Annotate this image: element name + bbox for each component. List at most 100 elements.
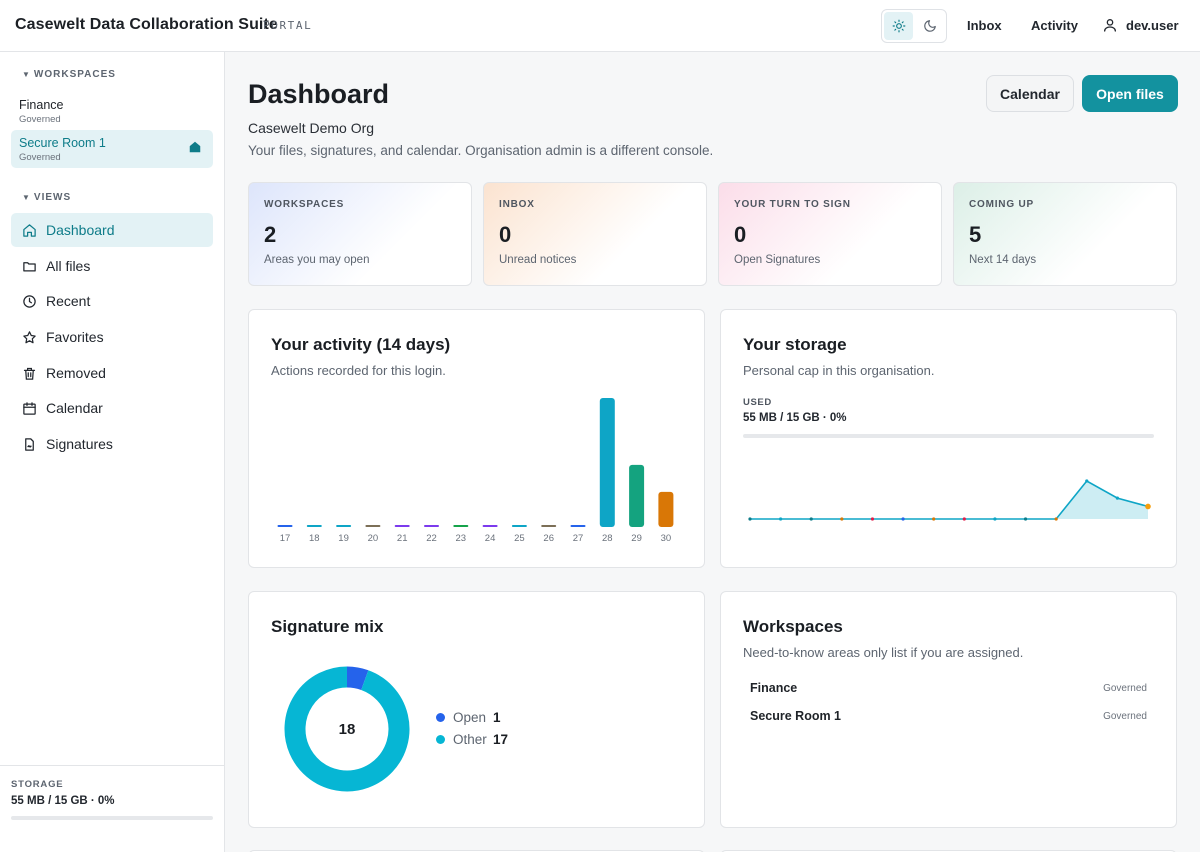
activity-bar <box>424 525 439 527</box>
sidebar-item-recent[interactable]: Recent <box>11 284 213 318</box>
sidebar-item-all-files[interactable]: All files <box>11 249 213 283</box>
activity-bar <box>306 525 322 527</box>
home-filled-icon <box>189 141 201 153</box>
sidebar-item-label: All files <box>46 258 91 274</box>
storage-title: Your storage <box>743 335 847 354</box>
stat-label: COMING UP <box>969 199 1034 210</box>
activity-tick-label: 19 <box>338 533 349 544</box>
workspaces-heading[interactable]: ▼ WORKSPACES <box>22 69 116 80</box>
activity-bar <box>365 525 381 527</box>
activity-tick-label: 26 <box>543 533 554 544</box>
stat-value: 0 <box>734 222 747 247</box>
clock-icon <box>23 294 36 308</box>
legend-dot <box>436 713 445 722</box>
storage-point <box>1023 517 1028 521</box>
document-icon <box>25 437 34 451</box>
page-description: Your files, signatures, and calendar. Or… <box>248 143 714 158</box>
storage-point <box>779 517 783 521</box>
stat-card-workspaces[interactable]: WORKSPACES 2 Areas you may open <box>248 182 472 286</box>
legend-value: 17 <box>493 732 509 747</box>
calendar-icon <box>23 401 36 415</box>
sidebar-item-label: Favorites <box>46 329 104 345</box>
sidebar: ▼ WORKSPACES Finance Governed Secure Room… <box>0 52 225 852</box>
stat-sub: Open Signatures <box>734 254 821 266</box>
stat-card-sign[interactable]: YOUR TURN TO SIGN 0 Open Signatures <box>718 182 942 286</box>
storage-value: 55 MB / 15 GB · 0% <box>11 795 115 807</box>
workspace-row-status: Governed <box>1103 682 1147 694</box>
storage-point <box>962 517 966 521</box>
caret-down-icon: ▼ <box>22 70 31 79</box>
sidebar-item-removed[interactable]: Removed <box>11 356 213 390</box>
storage-subtitle: Personal cap in this organisation. <box>743 363 935 378</box>
activity-tick-label: 18 <box>309 533 320 544</box>
stat-sub: Unread notices <box>499 254 577 266</box>
sidebar-storage: STORAGE 55 MB / 15 GB · 0% <box>0 765 224 833</box>
storage-point <box>840 517 844 521</box>
workspace-status: Governed <box>19 114 61 125</box>
storage-label: STORAGE <box>11 779 64 790</box>
activity-tick-label: 21 <box>397 533 408 544</box>
storage-point <box>809 517 813 521</box>
storage-point <box>901 517 905 521</box>
storage-area-chart <box>748 479 1151 521</box>
activity-subtitle: Actions recorded for this login. <box>271 363 446 378</box>
workspace-row-status: Governed <box>1103 710 1147 722</box>
donut-slice <box>284 666 410 792</box>
stat-card-inbox[interactable]: INBOX 0 Unread notices <box>483 182 707 286</box>
dark-theme-button[interactable] <box>915 12 944 40</box>
user-menu[interactable]: dev.user <box>1102 17 1179 33</box>
open-files-button[interactable]: Open files <box>1082 75 1178 112</box>
workspace-name: Secure Room 1 <box>19 136 106 150</box>
signature-donut-chart: 18 <box>284 666 410 792</box>
legend-value: 1 <box>493 710 501 725</box>
user-icon <box>1104 19 1116 32</box>
storage-used-label: USED <box>743 397 772 408</box>
app-title: Casewelt Data Collaboration Suite <box>15 16 278 33</box>
activity-bar <box>599 398 615 527</box>
activity-tick-label: 24 <box>485 533 496 544</box>
storage-point <box>1115 496 1119 500</box>
storage-point <box>870 517 875 521</box>
signature-mix-card: Signature mix 18 <box>248 591 705 828</box>
activity-tick-label: 28 <box>602 533 613 544</box>
storage-used-bar <box>743 434 1154 438</box>
stat-value: 5 <box>969 222 982 247</box>
stat-sub: Next 14 days <box>969 254 1037 266</box>
legend-other: Other 17 <box>436 732 508 747</box>
sidebar-workspace-finance[interactable]: Finance Governed <box>11 92 213 130</box>
activity-bar <box>394 525 410 527</box>
activity-tick-label: 20 <box>368 533 379 544</box>
activity-tick-label: 22 <box>426 533 437 544</box>
activity-bar-chart: 17 18 19 20 21 22 23 24 25 26 27 28 29 30 <box>277 398 674 544</box>
sidebar-item-favorites[interactable]: Favorites <box>11 320 213 354</box>
legend-name: Open <box>453 710 487 725</box>
stat-value: 2 <box>264 222 277 247</box>
views-heading[interactable]: ▼ VIEWS <box>22 192 71 203</box>
sidebar-item-label: Calendar <box>46 400 103 416</box>
sidebar-item-calendar[interactable]: Calendar <box>11 391 213 425</box>
sidebar-item-label: Signatures <box>46 436 113 452</box>
storage-used-value: 55 MB / 15 GB · 0% <box>743 412 847 424</box>
storage-point <box>1085 479 1089 483</box>
activity-link[interactable]: Activity <box>1031 18 1078 33</box>
sidebar-workspace-secure-room-1[interactable]: Secure Room 1 Governed <box>11 130 213 168</box>
workspaces-heading-label: WORKSPACES <box>33 69 116 80</box>
sidebar-item-signatures[interactable]: Signatures <box>11 427 213 461</box>
stat-card-coming-up[interactable]: COMING UP 5 Next 14 days <box>953 182 1177 286</box>
workspace-row[interactable]: Finance Governed <box>750 681 1147 695</box>
workspace-row[interactable]: Secure Room 1 Governed <box>750 709 1147 723</box>
stat-label: INBOX <box>499 199 535 210</box>
donut-total: 18 <box>339 721 356 738</box>
workspaces-subtitle: Need-to-know areas only list if you are … <box>743 645 1024 660</box>
activity-bar <box>570 525 586 527</box>
activity-tick-label: 25 <box>514 533 525 544</box>
signature-mix-title: Signature mix <box>271 617 384 636</box>
stat-label: YOUR TURN TO SIGN <box>734 199 851 210</box>
light-theme-button[interactable] <box>884 12 913 40</box>
storage-point <box>1145 503 1151 510</box>
inbox-link[interactable]: Inbox <box>967 18 1002 33</box>
activity-bar <box>511 525 527 527</box>
calendar-button[interactable]: Calendar <box>986 75 1074 112</box>
sidebar-item-dashboard[interactable]: Dashboard <box>11 213 213 247</box>
workspace-status: Governed <box>19 152 61 163</box>
